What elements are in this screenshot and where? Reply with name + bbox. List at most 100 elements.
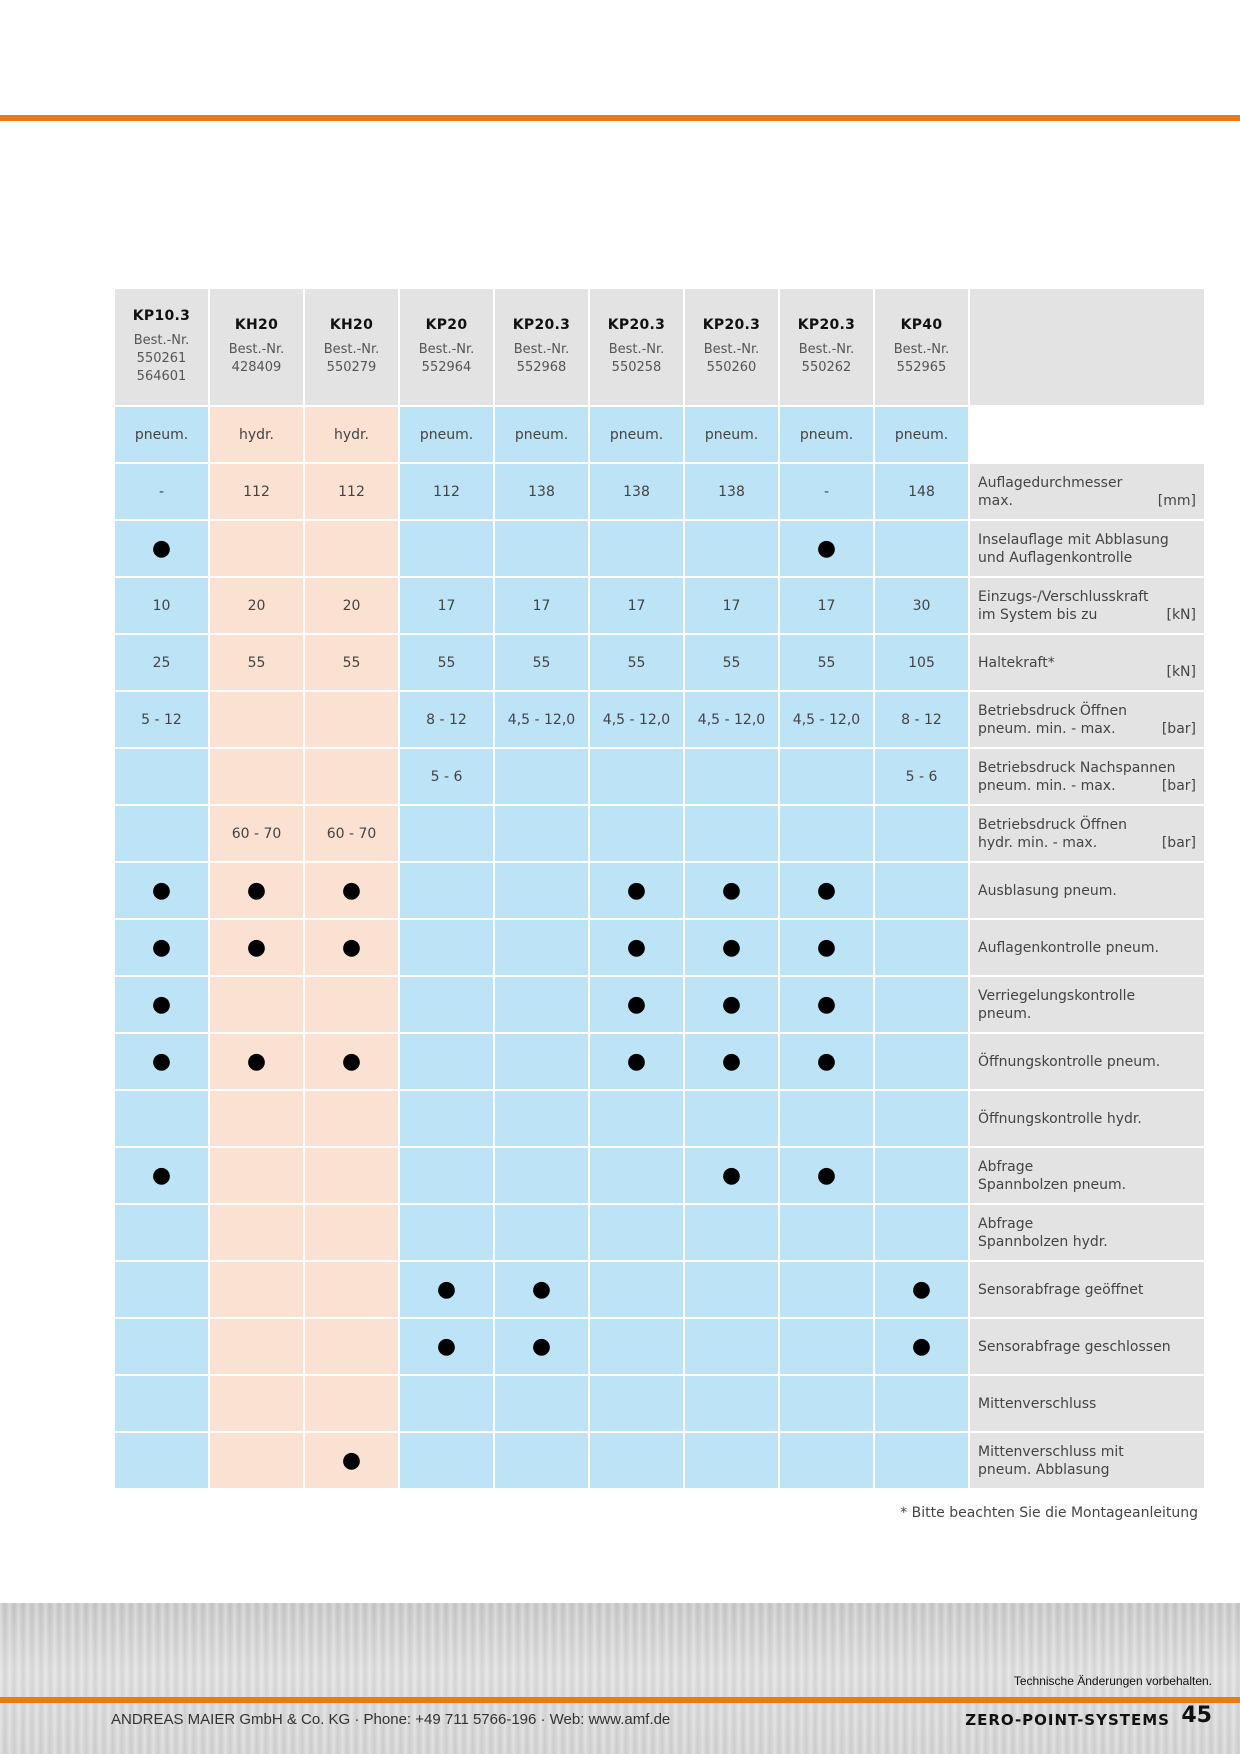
feature-cell	[875, 1091, 968, 1146]
feature-cell: ●	[210, 863, 303, 918]
feature-cell	[305, 692, 398, 747]
actuation-type-cell: pneum.	[780, 407, 873, 462]
feature-row: ● Mittenverschluss mit pneum. Abblasung	[115, 1433, 1204, 1488]
feature-cell: ●	[115, 521, 208, 576]
feature-label-line: pneum. Abblasung	[978, 1461, 1110, 1478]
feature-row: 25 55 55 55 55 55 55 55 105 Haltekraft* [kN]	[115, 635, 1204, 690]
bullet-icon: ●	[816, 877, 837, 903]
feature-label-line: Sensorabfrage geöffnet	[978, 1281, 1144, 1298]
feature-cell	[400, 863, 493, 918]
feature-cell	[780, 1262, 873, 1317]
feature-cell: 55	[590, 635, 683, 690]
feature-description: Mittenverschluss mit pneum. Abblasung	[970, 1433, 1204, 1488]
feature-label-line: im System bis zu	[978, 606, 1098, 623]
feature-description: Haltekraft* [kN]	[970, 635, 1204, 690]
feature-cell	[495, 863, 588, 918]
feature-cell	[875, 1205, 968, 1260]
model-header-cell: KH20 Best.-Nr. 428409	[210, 289, 303, 405]
feature-cell	[590, 1091, 683, 1146]
feature-description: Auflagenkontrolle pneum.	[970, 920, 1204, 975]
order-number-label: Best.-Nr.	[798, 342, 855, 357]
feature-description: Sensorabfrage geschlossen	[970, 1319, 1204, 1374]
feature-cell: 17	[685, 578, 778, 633]
feature-label-line: Spannbolzen hydr.	[978, 1233, 1108, 1250]
feature-cell: -	[780, 464, 873, 519]
feature-cell: ●	[875, 1262, 968, 1317]
bullet-icon: ●	[151, 1048, 172, 1074]
feature-cell	[590, 749, 683, 804]
feature-cell	[875, 977, 968, 1032]
feature-cell: -	[115, 464, 208, 519]
feature-cell	[780, 1091, 873, 1146]
bullet-icon: ●	[911, 1333, 932, 1359]
order-number-value: 564601	[136, 369, 187, 384]
feature-cell	[210, 1091, 303, 1146]
feature-cell: ●	[210, 920, 303, 975]
order-number: Best.-Nr. 428409	[210, 341, 303, 377]
feature-cell	[590, 806, 683, 861]
order-number: Best.-Nr. 550260	[685, 341, 778, 377]
feature-cell	[875, 521, 968, 576]
bullet-icon: ●	[436, 1276, 457, 1302]
feature-cell	[495, 1091, 588, 1146]
feature-cell	[495, 1148, 588, 1203]
actuation-type-cell: pneum.	[875, 407, 968, 462]
feature-cell	[305, 521, 398, 576]
footnote: * Bitte beachten Sie die Montageanleitun…	[900, 1505, 1198, 1521]
bullet-icon: ●	[816, 934, 837, 960]
feature-cell: 5 - 12	[115, 692, 208, 747]
order-number-label: Best.-Nr.	[133, 333, 190, 348]
feature-cell	[400, 977, 493, 1032]
feature-row: ● ● ● ● ● ● Ausblasung pneum.	[115, 863, 1204, 918]
feature-cell: ●	[305, 1034, 398, 1089]
feature-label-line: Abfrage	[978, 1158, 1034, 1175]
feature-row: 60 - 70 60 - 70 Betriebsdruck Öffnen hydr. …	[115, 806, 1204, 861]
feature-label-line: Spannbolzen pneum.	[978, 1176, 1127, 1193]
feature-cell	[495, 977, 588, 1032]
feature-cell	[400, 1205, 493, 1260]
feature-description: Betriebsdruck Öffnen hydr. min. - max. [ba…	[970, 806, 1204, 861]
feature-cell	[115, 806, 208, 861]
feature-cell: 105	[875, 635, 968, 690]
model-header-cell: KP20.3 Best.-Nr. 550258	[590, 289, 683, 405]
feature-description: Einzugs-/Verschlusskraft im System bis zu…	[970, 578, 1204, 633]
order-number-label: Best.-Nr.	[323, 342, 380, 357]
bullet-icon: ●	[341, 1447, 362, 1473]
feature-cell	[305, 1091, 398, 1146]
feature-cell	[210, 1205, 303, 1260]
feature-cell	[210, 1376, 303, 1431]
feature-description: Mittenverschluss	[970, 1376, 1204, 1431]
feature-label-line: Öffnungskontrolle pneum.	[978, 1053, 1161, 1070]
feature-label-line: Auflagedurchmesser	[978, 474, 1123, 491]
bullet-icon: ●	[341, 1048, 362, 1074]
feature-cell: 55	[305, 635, 398, 690]
feature-row: Abfrage Spannbolzen hydr.	[115, 1205, 1204, 1260]
feature-cell	[875, 1376, 968, 1431]
feature-label-line: Inselauflage mit Abblasung	[978, 531, 1169, 548]
feature-label-line: pneum. min. - max.	[978, 720, 1116, 737]
feature-row: Mittenverschluss	[115, 1376, 1204, 1431]
feature-cell: ●	[780, 863, 873, 918]
feature-cell: ●	[685, 977, 778, 1032]
brand-name: ZERO-POINT-SYSTEMS	[965, 1711, 1170, 1729]
actuation-type-cell: pneum.	[590, 407, 683, 462]
model-name: KP20.3	[512, 317, 571, 333]
feature-row: ● ● ● Sensorabfrage geschlossen	[115, 1319, 1204, 1374]
feature-cell: 55	[400, 635, 493, 690]
feature-cell	[780, 1376, 873, 1431]
feature-cell: ●	[115, 1148, 208, 1203]
model-name: KP20.3	[607, 317, 666, 333]
feature-cell: ●	[115, 977, 208, 1032]
feature-cell	[115, 1205, 208, 1260]
bullet-icon: ●	[151, 535, 172, 561]
feature-cell	[685, 1319, 778, 1374]
feature-cell	[305, 1319, 398, 1374]
feature-label-line: Verriegelungskontrolle	[978, 987, 1136, 1004]
feature-cell: ●	[780, 1148, 873, 1203]
feature-row: ● ● Inselauflage mit Abblasung und Auflagen…	[115, 521, 1204, 576]
feature-cell	[780, 1319, 873, 1374]
feature-cell: 55	[780, 635, 873, 690]
bullet-icon: ●	[816, 1048, 837, 1074]
order-number-label: Best.-Nr.	[608, 342, 665, 357]
feature-cell: ●	[685, 1148, 778, 1203]
